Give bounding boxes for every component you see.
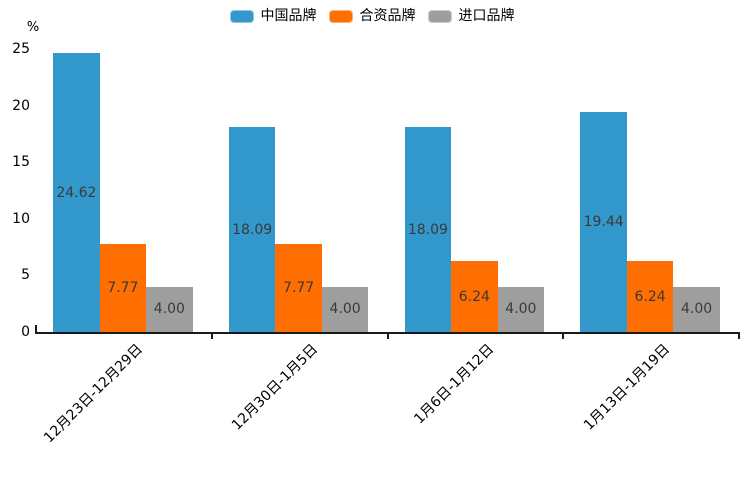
bar-value-label: 7.77 — [107, 280, 139, 296]
bar-value-label: 24.62 — [56, 184, 97, 201]
bar-value-label: 6.24 — [634, 288, 666, 305]
legend-swatch — [427, 9, 452, 23]
x-tick-label: 1月6日-1月12日 — [411, 341, 497, 428]
legend-item-1: 合资品牌 — [328, 8, 416, 24]
bar: 6.24 — [451, 261, 498, 332]
legend-swatch — [229, 9, 254, 23]
bar: 4.00 — [146, 286, 193, 332]
bar-value-label: 4.00 — [153, 301, 185, 318]
bar-value-label: 4.00 — [505, 301, 537, 318]
legend-label: 进口品牌 — [458, 8, 515, 24]
bar-value-label: 18.09 — [232, 221, 273, 238]
bar: 7.77 — [275, 244, 322, 332]
y-tick-label: 0 — [21, 324, 30, 340]
bar: 18.09 — [404, 127, 452, 332]
bar: 6.24 — [626, 261, 674, 332]
y-tick-label: 25 — [12, 41, 30, 57]
x-axis-end-cap — [35, 325, 37, 332]
x-axis-tick — [210, 334, 213, 339]
x-axis-line — [35, 332, 740, 334]
legend-label: 合资品牌 — [359, 8, 416, 24]
x-tick-label: 12月30日-1月5日 — [228, 341, 322, 434]
x-axis-tick — [562, 334, 565, 339]
bar: 4.00 — [497, 286, 545, 332]
bar-value-label: 4.00 — [681, 301, 713, 318]
bar-value-label: 7.77 — [283, 280, 315, 296]
legend-item-2: 进口品牌 — [427, 8, 515, 24]
bar-value-label: 6.24 — [458, 288, 490, 305]
bar: 4.00 — [673, 286, 720, 332]
x-tick-label: 1月13日-1月19日 — [580, 341, 673, 434]
bar-value-label: 19.44 — [583, 213, 624, 230]
y-tick-label: 15 — [12, 154, 30, 171]
legend-swatch — [328, 9, 353, 23]
x-axis-tick — [738, 334, 740, 339]
y-tick-label: 20 — [12, 97, 30, 114]
bar: 4.00 — [321, 286, 369, 332]
y-tick-label: 5 — [21, 267, 30, 284]
bar-value-label: 4.00 — [329, 301, 361, 318]
bar: 18.09 — [228, 127, 276, 332]
y-axis-unit-label: % — [26, 20, 40, 35]
bar: 24.62 — [53, 53, 100, 332]
y-tick-label: 10 — [12, 210, 30, 227]
legend-label: 中国品牌 — [260, 8, 317, 24]
x-tick-label: 12月23日-12月29日 — [40, 341, 146, 447]
bar: 7.77 — [99, 244, 147, 332]
legend: 中国品牌 合资品牌 进口品牌 — [0, 6, 744, 26]
bar-value-label: 18.09 — [407, 221, 448, 238]
bar: 19.44 — [580, 111, 627, 332]
legend-item-0: 中国品牌 — [229, 8, 317, 24]
x-axis-tick — [386, 334, 389, 339]
